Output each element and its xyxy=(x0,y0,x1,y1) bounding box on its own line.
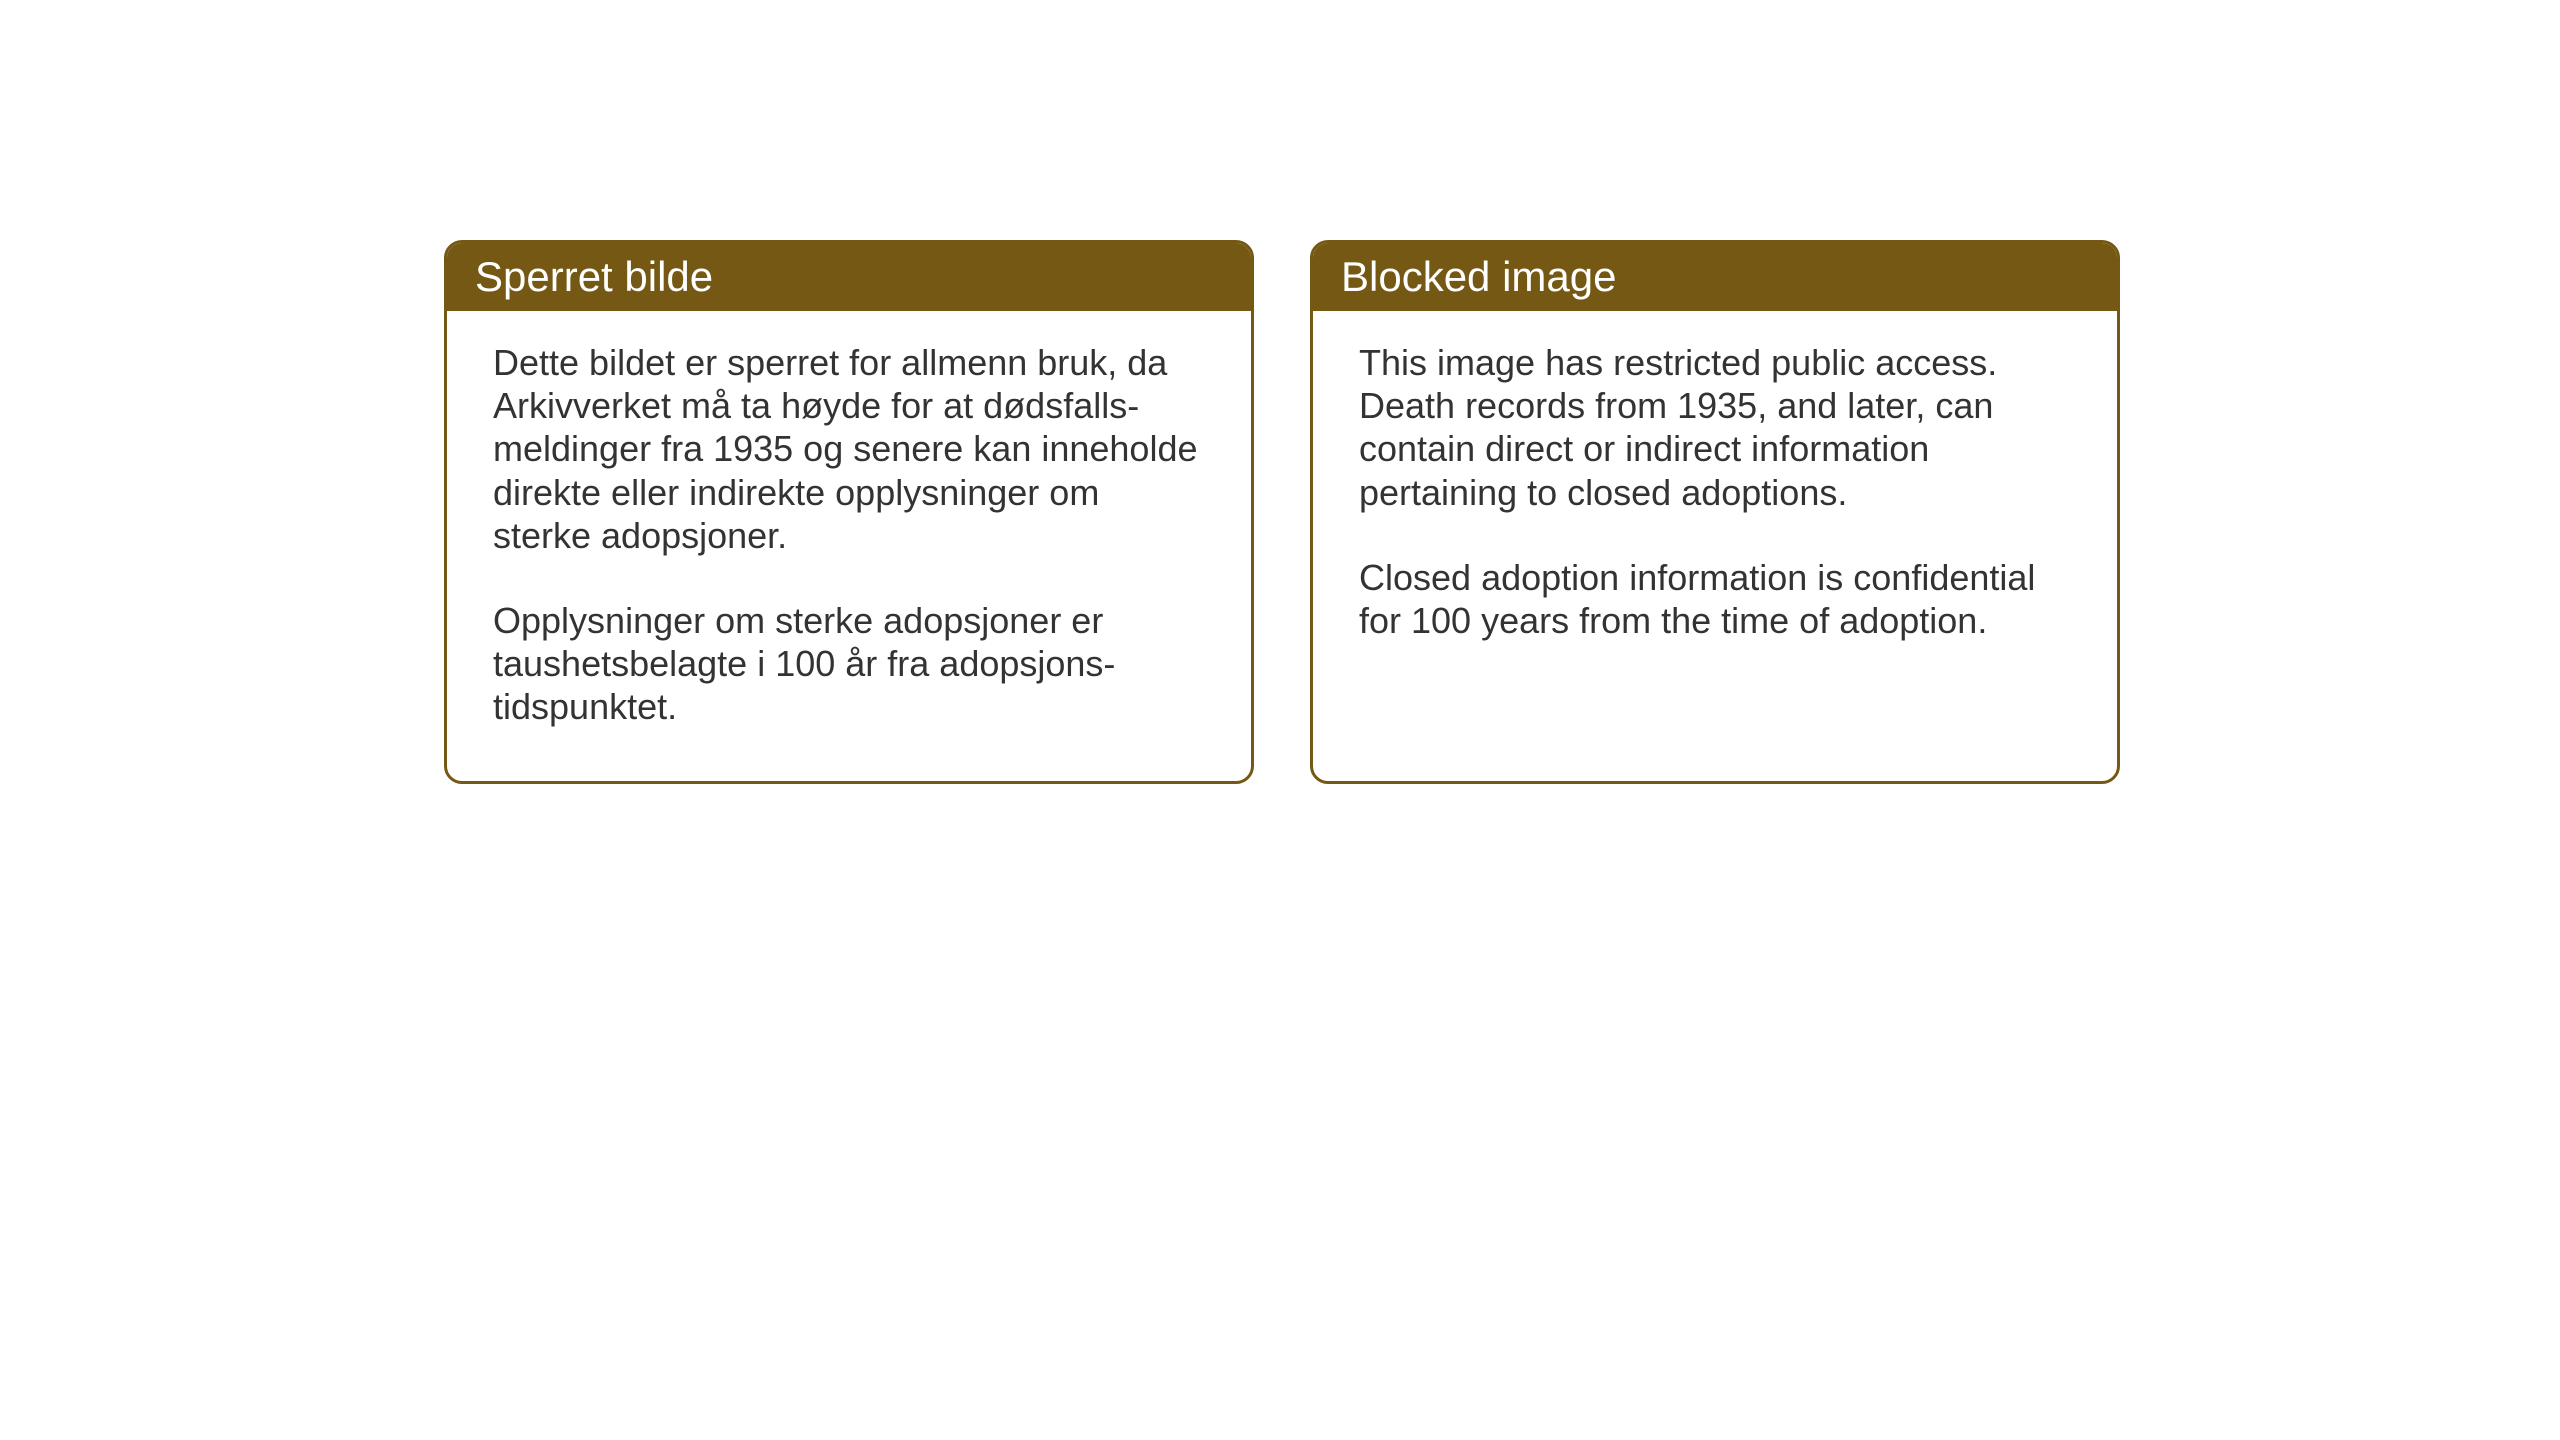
notice-header-english: Blocked image xyxy=(1313,243,2117,311)
notice-box-english: Blocked image This image has restricted … xyxy=(1310,240,2120,784)
notice-title-english: Blocked image xyxy=(1341,253,1616,300)
notice-paragraph-norwegian-2: Opplysninger om sterke adopsjoner er tau… xyxy=(493,599,1205,729)
notice-body-norwegian: Dette bildet er sperret for allmenn bruk… xyxy=(447,311,1251,781)
notice-paragraph-english-1: This image has restricted public access.… xyxy=(1359,341,2071,514)
notice-box-norwegian: Sperret bilde Dette bildet er sperret fo… xyxy=(444,240,1254,784)
notice-body-english: This image has restricted public access.… xyxy=(1313,311,2117,694)
notice-paragraph-norwegian-1: Dette bildet er sperret for allmenn bruk… xyxy=(493,341,1205,557)
notice-paragraph-english-2: Closed adoption information is confident… xyxy=(1359,556,2071,642)
notice-header-norwegian: Sperret bilde xyxy=(447,243,1251,311)
notice-title-norwegian: Sperret bilde xyxy=(475,253,713,300)
notice-container: Sperret bilde Dette bildet er sperret fo… xyxy=(444,240,2120,784)
